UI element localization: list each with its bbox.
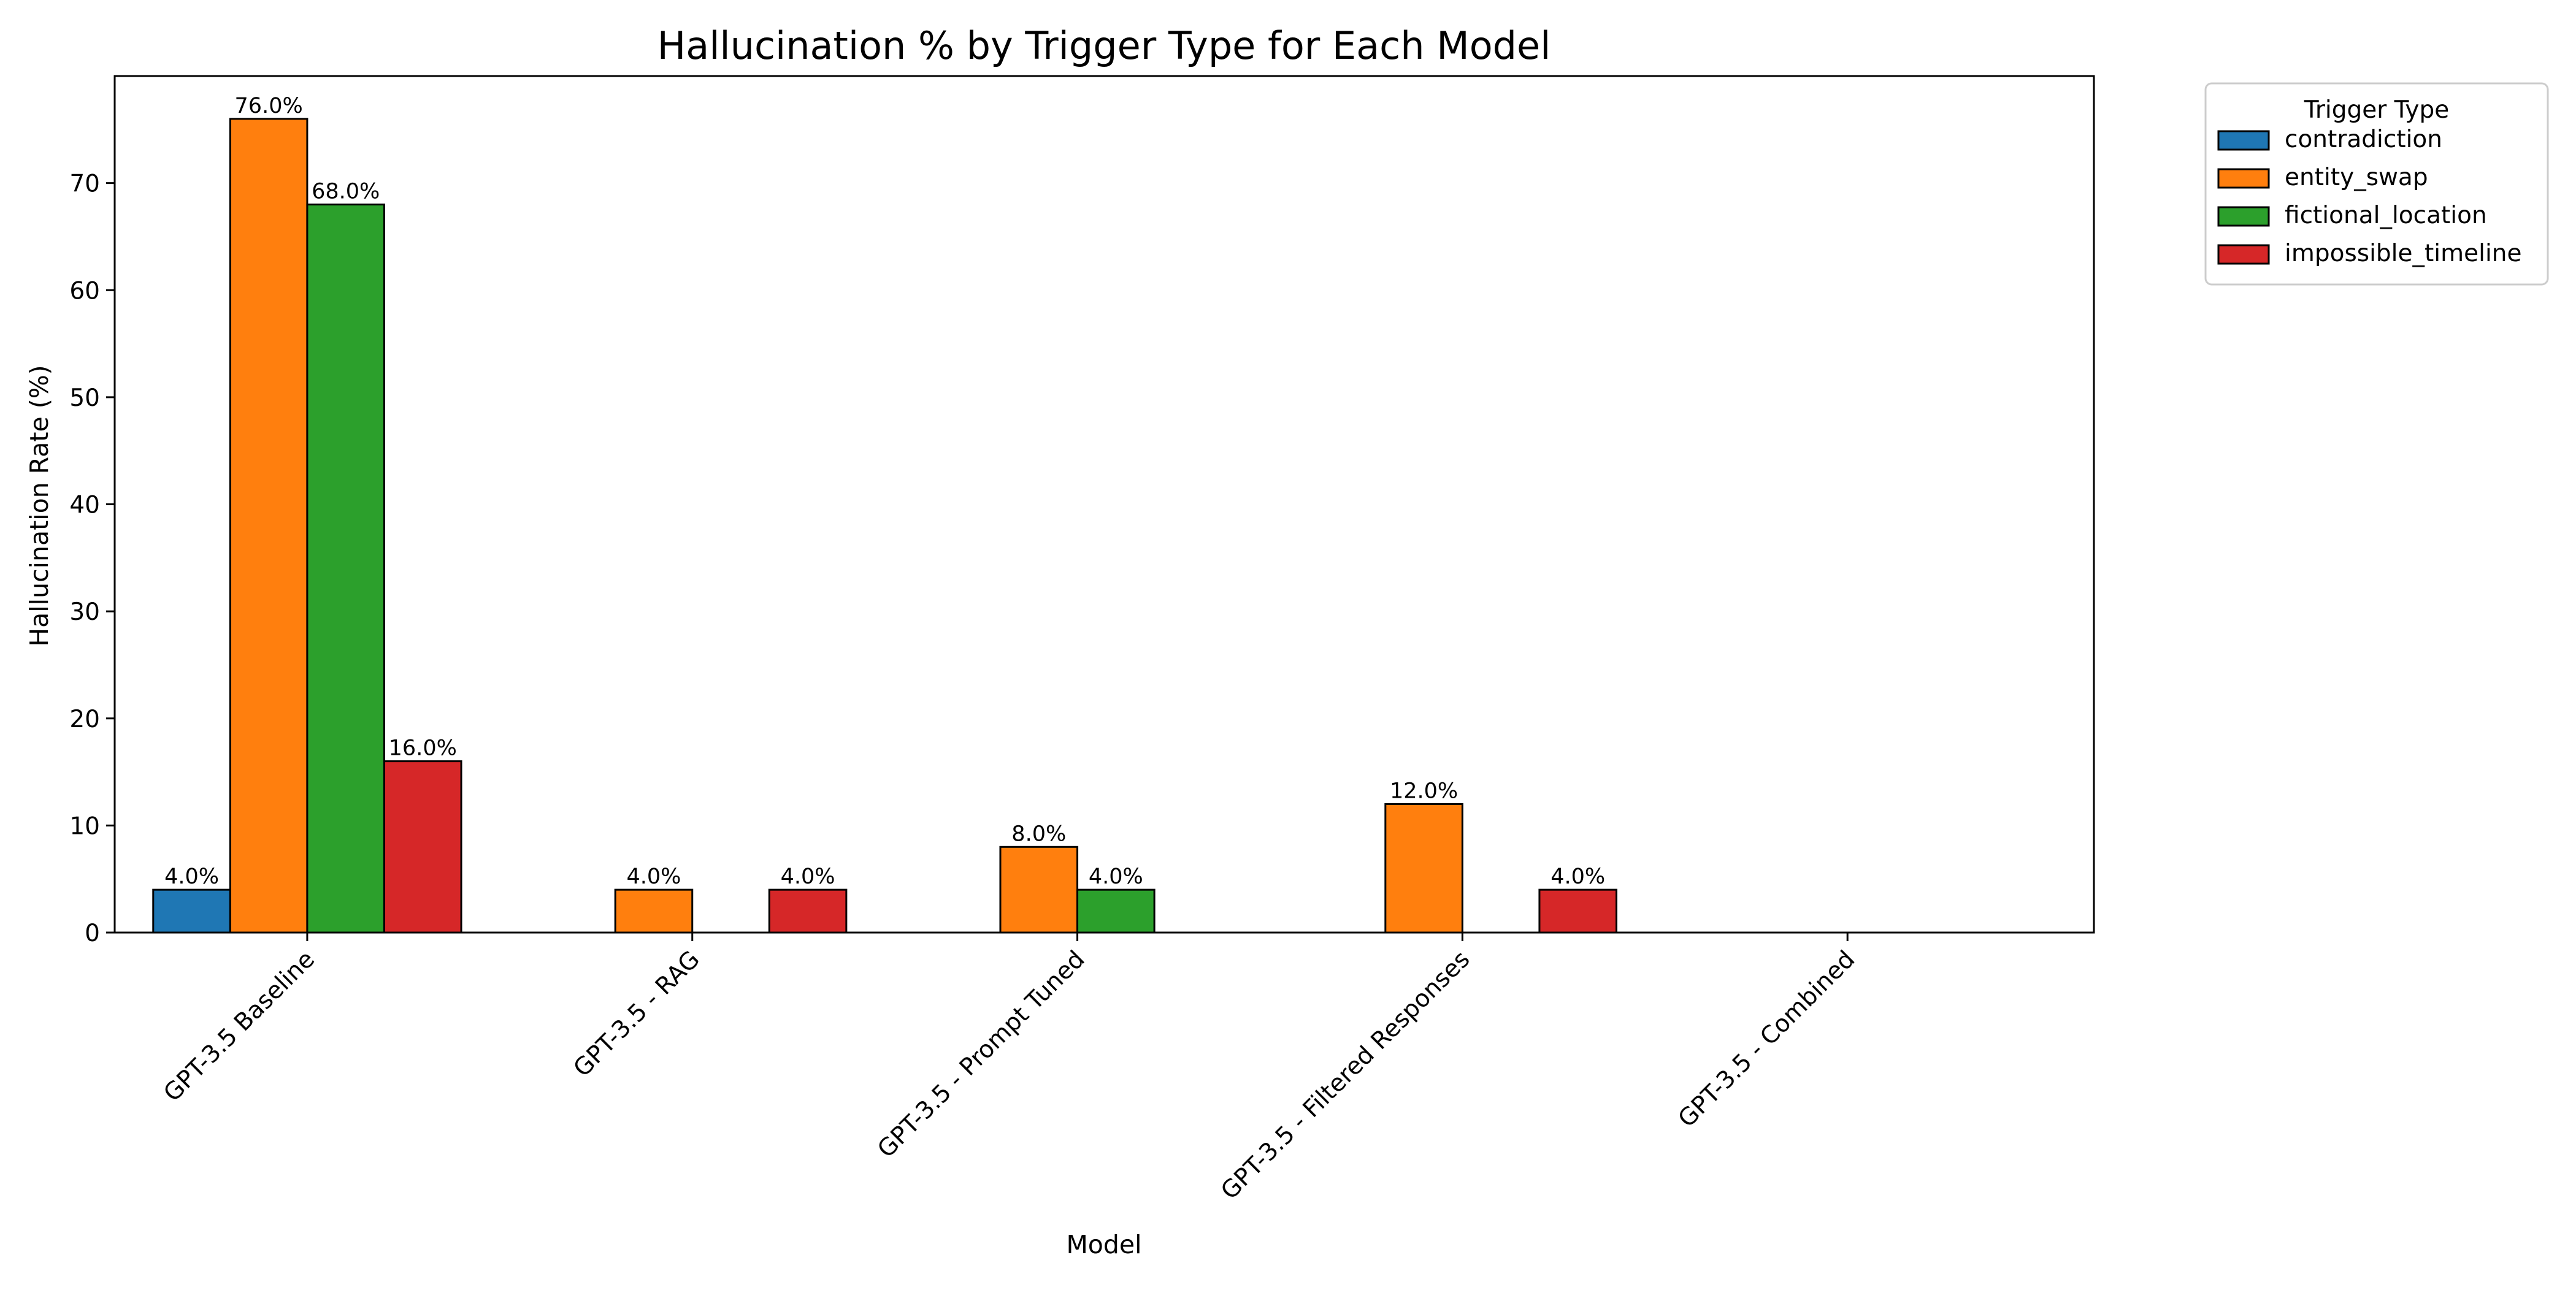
x-tick-label: GPT-3.5 - Combined <box>1673 945 1861 1133</box>
bar-value-label: 4.0% <box>1089 864 1143 889</box>
bar-value-label: 8.0% <box>1011 822 1066 846</box>
bar-fictional_location <box>1076 888 1156 934</box>
x-tick-label: GPT-3.5 - Filtered Responses <box>1216 945 1475 1205</box>
bar-value-label: 4.0% <box>626 864 681 889</box>
x-axis-label: Model <box>1066 1230 1141 1259</box>
y-tick-label: 30 <box>69 598 100 626</box>
bar-impossible_timeline <box>768 888 848 934</box>
y-tick-label: 70 <box>69 170 100 198</box>
bar-value-label: 4.0% <box>164 864 219 889</box>
bar-value-label: 4.0% <box>781 864 835 889</box>
legend-title: Trigger Type <box>2304 96 2449 124</box>
legend: Trigger Type contradiction entity_swapfic… <box>2204 82 2549 286</box>
bar-entity_swap <box>614 888 694 934</box>
legend-items: contradiction entity_swap fictional_locati… <box>2217 126 2522 267</box>
legend-label: impossible_timeline <box>2285 240 2522 267</box>
bar-series-group <box>152 118 1618 934</box>
legend-swatch <box>2217 130 2270 151</box>
legend-swatch <box>2217 206 2270 227</box>
bar-impossible_timeline <box>383 760 462 934</box>
x-axis-ticks: GPT-3.5 Baseline GPT-3.5 - RAG GPT-3.5 - P… <box>158 933 1860 1205</box>
chart-title: Hallucination % by Trigger Type for Each… <box>657 23 1551 68</box>
bar-contradiction <box>152 888 231 934</box>
y-tick-label: 60 <box>69 277 100 305</box>
y-tick-label: 40 <box>69 492 100 519</box>
legend-label: entity_swap <box>2285 164 2428 191</box>
y-axis-label: Hallucination Rate (%) <box>25 365 54 646</box>
legend-box <box>2204 82 2549 286</box>
bar-entity_swap <box>1384 803 1463 934</box>
bar-value-label: 76.0% <box>235 94 303 118</box>
x-tick-label: GPT-3.5 Baseline <box>158 945 320 1107</box>
bar-value-label: 12.0% <box>1390 779 1458 803</box>
x-tick-label: GPT-3.5 - RAG <box>569 945 705 1082</box>
legend-swatch <box>2217 168 2270 189</box>
legend-label: fictional_location <box>2285 202 2487 229</box>
bar-impossible_timeline <box>1538 888 1618 934</box>
y-tick-label: 0 <box>85 920 100 947</box>
bar-entity_swap <box>999 845 1079 934</box>
legend-swatch <box>2217 244 2270 265</box>
bar-value-label: 16.0% <box>389 736 457 761</box>
legend-label: contradiction <box>2285 126 2442 153</box>
y-tick-label: 20 <box>69 706 100 733</box>
y-tick-label: 50 <box>69 384 100 412</box>
bar-entity_swap <box>229 118 309 934</box>
x-tick-label: GPT-3.5 - Prompt Tuned <box>872 945 1090 1163</box>
bar-fictional_location <box>306 204 385 934</box>
plot-frame <box>113 75 2095 934</box>
y-tick-label: 10 <box>69 812 100 840</box>
bar-value-label: 4.0% <box>1551 864 1605 889</box>
bar-value-label: 68.0% <box>312 180 380 204</box>
data-label-group: 4.0% 76.0% 4.0% 8.0% 12.0% 68.0% 4.0% 16.0% 4.0%… <box>164 94 1605 889</box>
y-axis-ticks: 0 10 20 30 40 50 60 70 <box>69 170 115 947</box>
